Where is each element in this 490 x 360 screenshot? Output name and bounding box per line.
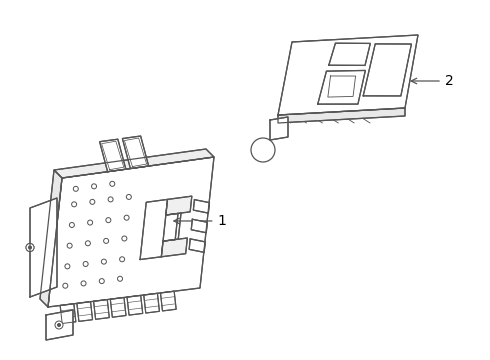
Text: 1: 1: [218, 214, 226, 228]
Circle shape: [90, 199, 95, 204]
Circle shape: [108, 197, 113, 202]
Polygon shape: [278, 35, 418, 115]
Circle shape: [65, 264, 70, 269]
Circle shape: [67, 243, 72, 248]
Circle shape: [381, 66, 393, 77]
Polygon shape: [318, 71, 366, 104]
Circle shape: [74, 186, 78, 191]
Polygon shape: [99, 139, 126, 172]
Polygon shape: [94, 300, 109, 319]
Circle shape: [126, 194, 131, 199]
Polygon shape: [110, 297, 126, 317]
Circle shape: [57, 324, 60, 327]
Circle shape: [55, 321, 63, 329]
Circle shape: [70, 222, 74, 228]
Polygon shape: [363, 44, 412, 96]
Circle shape: [28, 246, 31, 249]
Polygon shape: [30, 198, 57, 297]
Polygon shape: [194, 200, 209, 213]
Circle shape: [106, 218, 111, 222]
Circle shape: [103, 238, 109, 243]
Polygon shape: [329, 43, 370, 66]
Polygon shape: [46, 310, 73, 340]
Polygon shape: [189, 239, 205, 252]
Polygon shape: [278, 108, 405, 123]
Circle shape: [120, 257, 124, 262]
Circle shape: [88, 220, 93, 225]
Polygon shape: [40, 170, 62, 307]
Circle shape: [83, 261, 88, 266]
Polygon shape: [161, 291, 176, 311]
Circle shape: [99, 279, 104, 284]
Circle shape: [85, 241, 90, 246]
Circle shape: [28, 246, 31, 249]
Circle shape: [122, 236, 127, 241]
Polygon shape: [166, 196, 192, 215]
Circle shape: [92, 184, 97, 189]
Circle shape: [72, 202, 76, 207]
Polygon shape: [191, 219, 207, 233]
Circle shape: [344, 49, 354, 59]
Polygon shape: [54, 149, 214, 178]
Polygon shape: [140, 199, 181, 260]
Circle shape: [26, 243, 34, 252]
Circle shape: [81, 281, 86, 286]
Polygon shape: [163, 213, 178, 241]
Polygon shape: [48, 157, 214, 307]
Circle shape: [110, 181, 115, 186]
Circle shape: [63, 283, 68, 288]
Polygon shape: [161, 238, 187, 257]
Polygon shape: [144, 293, 159, 313]
Polygon shape: [270, 117, 288, 140]
Circle shape: [118, 276, 122, 281]
Polygon shape: [127, 296, 143, 315]
Polygon shape: [60, 304, 76, 324]
Circle shape: [26, 243, 34, 252]
Polygon shape: [77, 302, 93, 321]
Polygon shape: [122, 136, 148, 168]
Circle shape: [124, 215, 129, 220]
Text: 2: 2: [445, 74, 454, 88]
Circle shape: [101, 259, 106, 264]
